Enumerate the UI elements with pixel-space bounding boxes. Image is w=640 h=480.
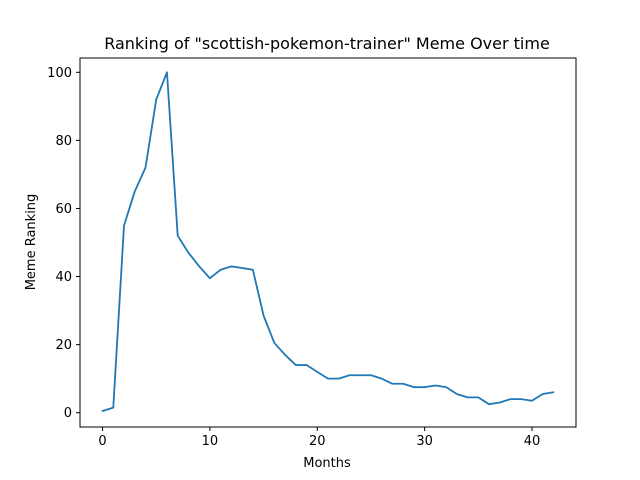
x-tick-label: 20 [309,434,326,449]
y-axis: 0 20 40 60 80 100 [47,66,80,421]
plot-area [101,71,555,412]
y-axis-label: Meme Ranking [24,194,39,291]
axes-frame [79,57,577,428]
y-tick-label: 40 [55,270,72,285]
x-tick-label: 10 [202,434,219,449]
x-tick-label: 30 [416,434,433,449]
x-tick-label: 40 [524,434,541,449]
y-tick-label: 60 [55,202,72,217]
y-tick-label: 80 [55,134,72,149]
y-tick-label: 0 [64,406,72,421]
series-line-0 [101,71,555,412]
chart-title: Ranking of "scottish-pokemon-trainer" Me… [104,34,550,53]
x-axis: 0 10 20 30 40 [98,427,540,449]
x-axis-label: Months [303,456,351,471]
y-tick-label: 100 [47,66,72,81]
x-tick-label: 0 [98,434,106,449]
y-tick-label: 20 [55,338,72,353]
